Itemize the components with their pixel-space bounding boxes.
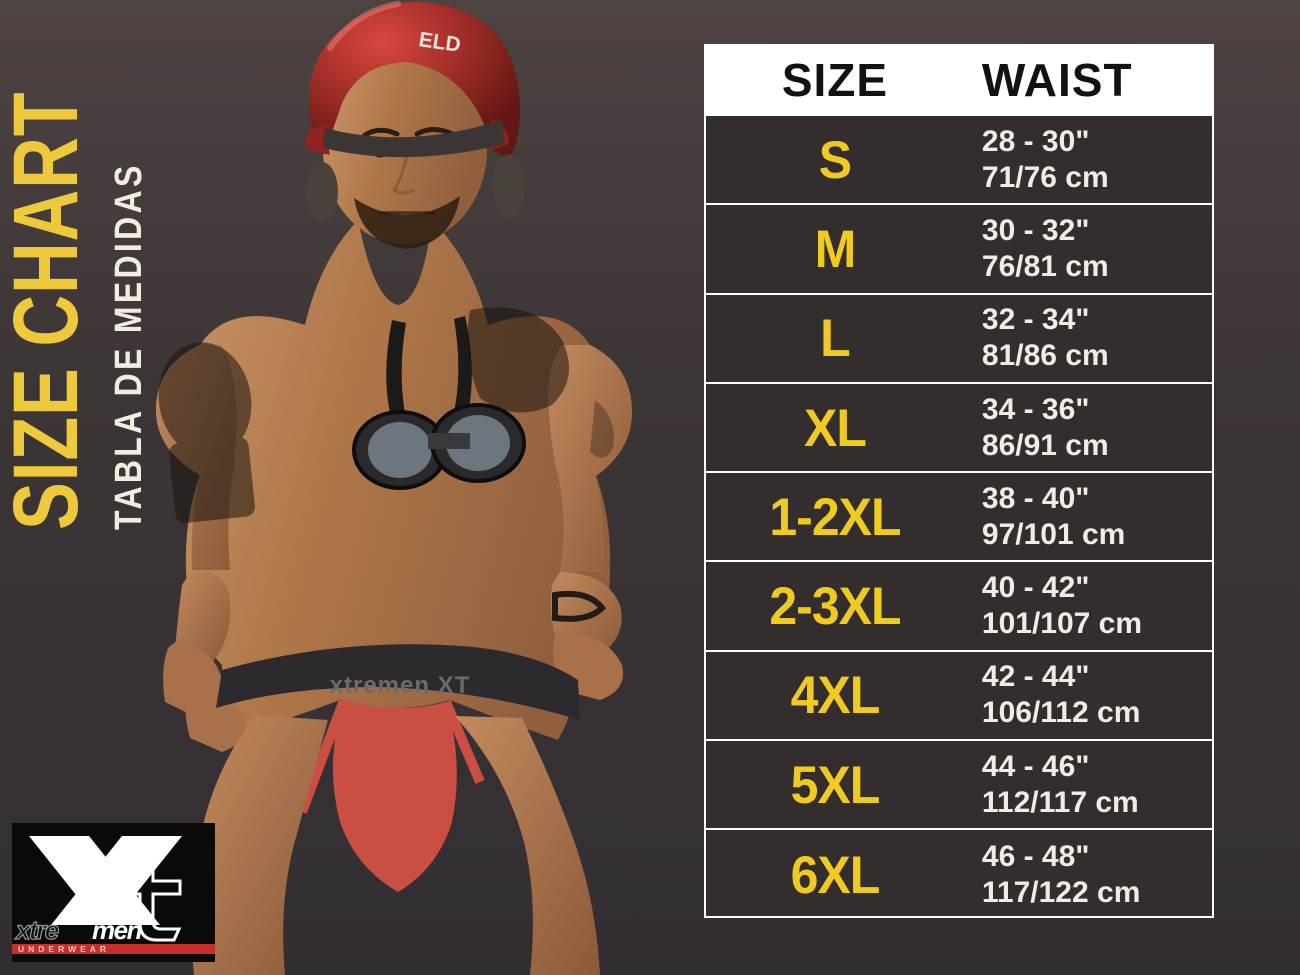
svg-text:xtremen XT: xtremen XT [330, 672, 471, 699]
svg-text:xtre: xtre [14, 915, 59, 945]
svg-text:UNDERWEAR: UNDERWEAR [18, 944, 110, 954]
svg-text:men: men [92, 915, 142, 945]
